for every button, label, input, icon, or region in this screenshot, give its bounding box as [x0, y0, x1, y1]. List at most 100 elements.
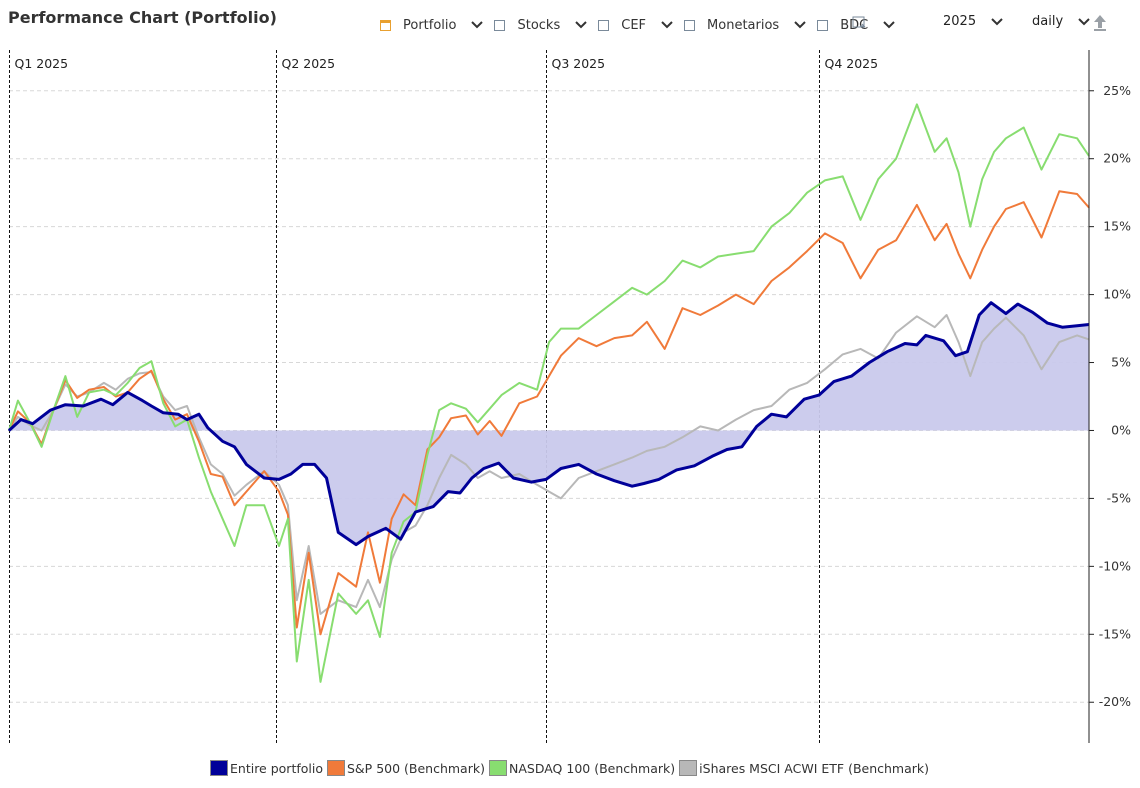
data-point-sp500: [337, 572, 339, 574]
data-point-portfolio: [245, 463, 247, 465]
data-point-portfolio: [1046, 322, 1049, 324]
data-point-acwi: [1005, 317, 1007, 319]
data-point-sp500: [103, 386, 105, 388]
data-point-acwi: [308, 545, 310, 547]
data-point-acwi: [578, 477, 580, 479]
checkbox-icon[interactable]: [380, 19, 391, 31]
data-point-nasdaq: [103, 389, 105, 391]
data-point-acwi: [355, 606, 357, 608]
chevron-down-icon[interactable]: [470, 18, 484, 32]
data-point-portfolio: [545, 478, 547, 480]
checkbox-icon[interactable]: [684, 19, 696, 31]
data-point-acwi: [717, 429, 719, 432]
data-point-portfolio: [741, 446, 743, 448]
data-point-nasdaq: [391, 552, 393, 554]
data-point-acwi: [788, 389, 790, 391]
series-layer: [7, 103, 1090, 683]
data-point-portfolio: [400, 538, 402, 540]
data-point-sp500: [198, 440, 200, 442]
data-point-portfolio: [818, 394, 820, 396]
data-point-portfolio: [325, 477, 328, 479]
data-point-portfolio: [290, 473, 292, 475]
y-tick-label: 10%: [1103, 287, 1131, 302]
chevron-down-icon[interactable]: [990, 15, 1004, 29]
upload-icon[interactable]: [1092, 14, 1108, 32]
data-point-acwi: [1040, 368, 1043, 370]
checkbox-icon[interactable]: [598, 19, 610, 31]
year-select[interactable]: 2025: [943, 14, 1004, 29]
chevron-down-icon[interactable]: [1077, 15, 1091, 29]
data-point-sp500: [631, 334, 633, 336]
chevron-down-icon[interactable]: [882, 18, 896, 32]
filter-portfolio[interactable]: Portfolio: [380, 18, 484, 33]
data-point-portfolio: [82, 405, 84, 407]
portfolio-area: [9, 302, 1089, 545]
data-point-portfolio: [8, 429, 10, 432]
data-point-acwi: [895, 332, 897, 334]
filter-stocks[interactable]: Stocks: [494, 18, 588, 33]
data-point-acwi: [859, 348, 862, 350]
data-point-acwi: [465, 463, 467, 465]
data-point-portfolio: [459, 492, 461, 494]
data-point-sp500: [993, 226, 995, 228]
filter-monetarios[interactable]: Monetarios: [684, 18, 807, 33]
data-point-nasdaq: [88, 391, 90, 393]
data-point-sp500: [560, 355, 562, 357]
calendar-icon[interactable]: [852, 15, 866, 29]
data-point-nasdaq: [426, 454, 428, 456]
data-point-nasdaq: [403, 520, 405, 523]
data-point-portfolio: [385, 527, 387, 529]
data-point-portfolio: [100, 398, 102, 400]
data-point-sp500: [717, 304, 719, 307]
data-point-nasdaq: [806, 192, 808, 194]
data-point-acwi: [41, 429, 43, 432]
data-point-portfolio: [833, 381, 835, 383]
legend-label: iShares MSCI ACWI ETF (Benchmark): [699, 760, 930, 776]
data-point-acwi: [1058, 341, 1060, 343]
checkbox-icon[interactable]: [494, 19, 506, 31]
legend-item-acwi[interactable]: iShares MSCI ACWI ETF (Benchmark): [679, 760, 929, 776]
legend-item-sp500[interactable]: S&P 500 (Benchmark): [327, 760, 485, 776]
data-point-acwi: [548, 491, 550, 493]
period-select[interactable]: daily: [1032, 14, 1091, 29]
data-point-acwi: [560, 497, 562, 499]
data-point-portfolio: [756, 425, 758, 427]
data-point-sp500: [1076, 193, 1078, 195]
data-point-portfolio: [1017, 303, 1019, 305]
chevron-down-icon[interactable]: [574, 18, 588, 32]
chevron-down-icon[interactable]: [793, 18, 807, 32]
data-point-nasdaq: [895, 158, 897, 160]
data-point-nasdaq: [859, 219, 862, 221]
legend-item-portfolio[interactable]: Entire portfolio: [210, 760, 323, 776]
data-point-sp500: [17, 410, 19, 412]
series-line-portfolio: [7, 301, 1090, 547]
data-point-acwi: [477, 477, 479, 479]
data-point-portfolio: [803, 398, 805, 400]
data-point-portfolio: [990, 302, 992, 304]
data-point-sp500: [500, 435, 503, 437]
data-point-acwi: [17, 416, 19, 418]
data-point-portfolio: [414, 511, 417, 513]
data-point-sp500: [895, 239, 897, 241]
data-point-nasdaq: [934, 151, 936, 153]
legend-label: Entire portfolio: [230, 760, 323, 776]
data-point-acwi: [536, 484, 538, 486]
filter-label: CEF: [621, 17, 647, 33]
data-point-nasdaq: [560, 328, 562, 330]
data-point-sp500: [450, 417, 452, 419]
checkbox-icon[interactable]: [817, 19, 829, 31]
legend-item-nasdaq[interactable]: NASDAQ 100 (Benchmark): [488, 760, 675, 776]
filter-bdc[interactable]: BDC: [817, 18, 896, 33]
data-point-sp500: [367, 531, 369, 534]
data-point-sp500: [138, 378, 141, 380]
data-point-sp500: [806, 250, 808, 252]
data-point-sp500: [245, 491, 247, 493]
chevron-down-icon[interactable]: [660, 18, 674, 32]
data-point-sp500: [263, 470, 265, 472]
data-point-nasdaq: [379, 636, 381, 638]
filter-cef[interactable]: CEF: [598, 18, 674, 33]
data-point-nasdaq: [770, 226, 773, 228]
y-tick-label: -15%: [1099, 626, 1131, 641]
data-point-acwi: [946, 314, 948, 316]
data-point-acwi: [753, 409, 755, 411]
